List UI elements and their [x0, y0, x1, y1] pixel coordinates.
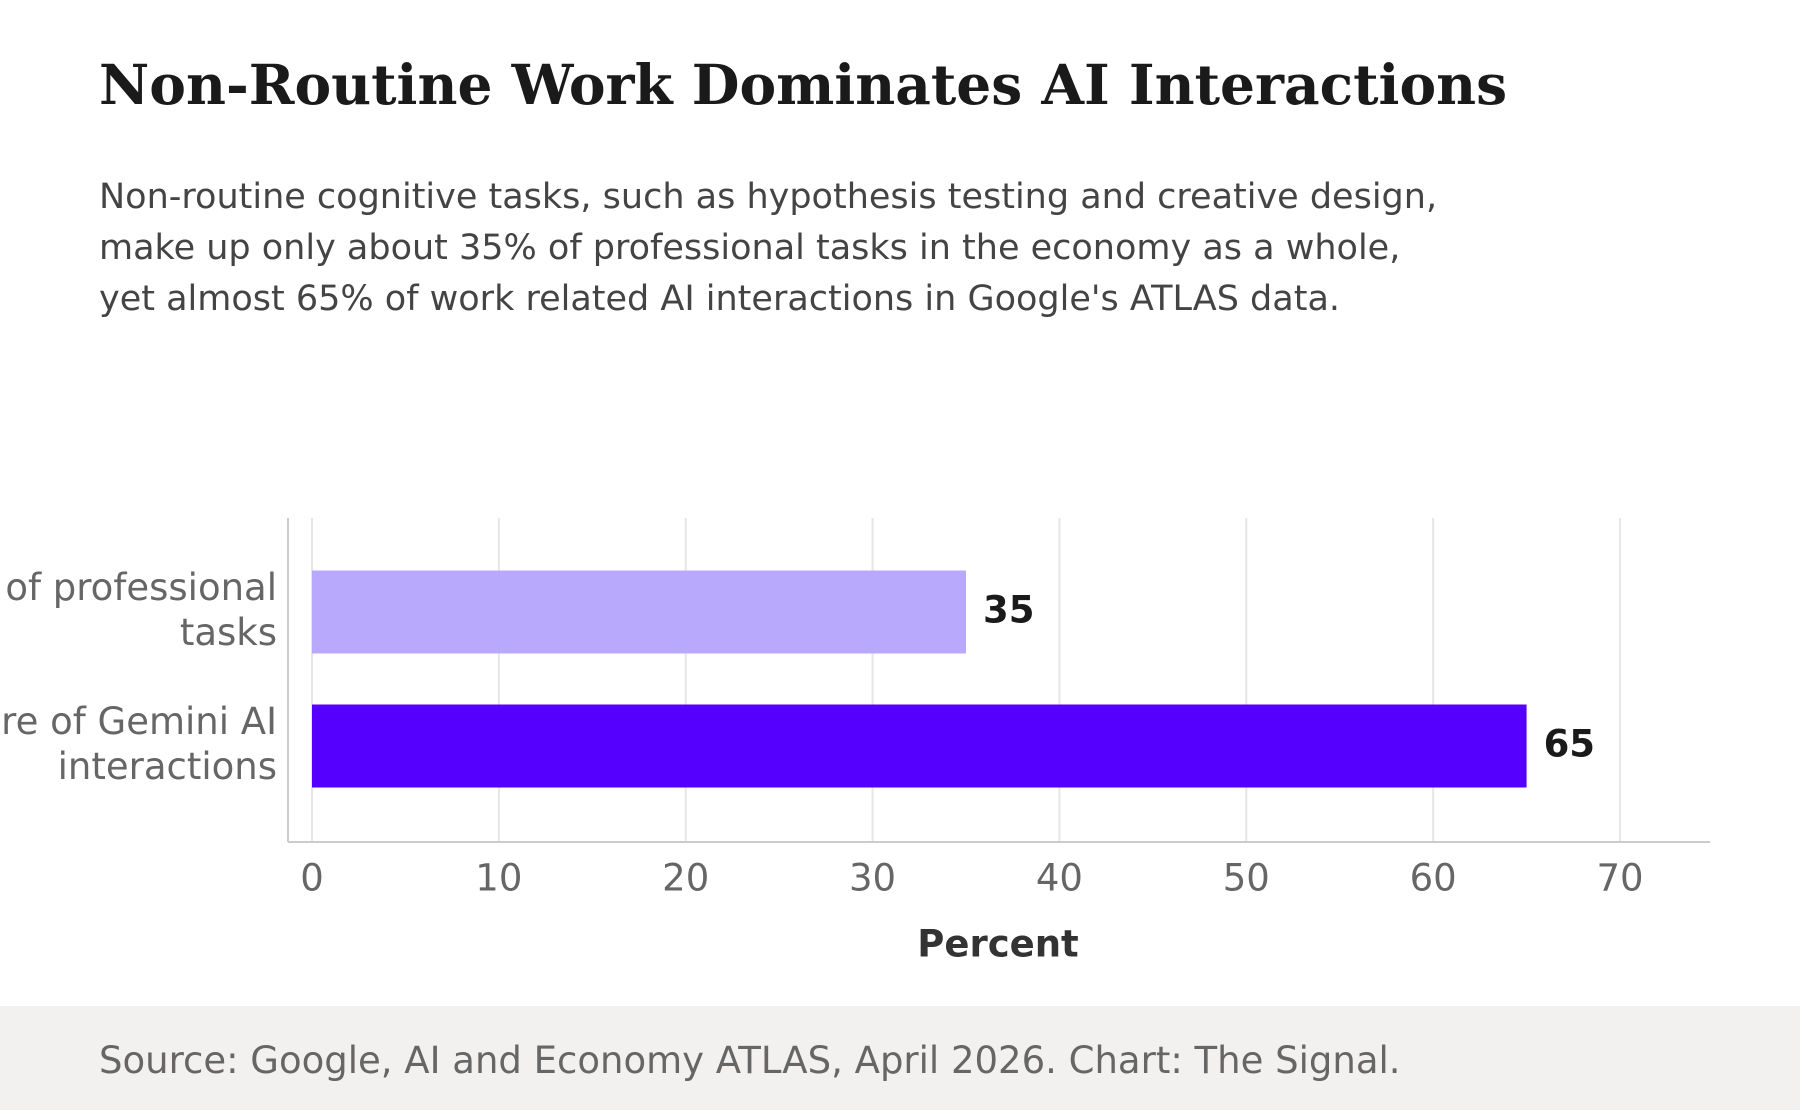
x-tick-label: 0	[300, 857, 324, 900]
bar-chart: 0 10 20 30 40 50 60 70 35 of professional tasks 65 r…	[1, 518, 1710, 966]
x-tick-label: 50	[1223, 857, 1270, 900]
bar	[312, 570, 966, 654]
x-tick-label: 30	[849, 857, 896, 900]
footer: Source: Google, AI and Economy ATLAS, Ap…	[0, 1006, 1800, 1110]
x-axis-title: Percent	[917, 923, 1079, 966]
x-tick-label: 40	[1036, 857, 1083, 900]
y-tick-label-line: re of Gemini AI	[1, 700, 277, 743]
source-note: Source: Google, AI and Economy ATLAS, Ap…	[99, 1039, 1401, 1082]
gridlines	[311, 518, 1621, 842]
x-tick-label: 10	[475, 857, 522, 900]
y-tick-label: re of Gemini AI interactions	[1, 700, 277, 788]
bar	[312, 704, 1527, 788]
bars	[312, 570, 1527, 788]
data-label: 65	[1544, 723, 1596, 766]
y-tick-label-line: interactions	[58, 745, 277, 788]
chart-title: Non-Routine Work Dominates AI Interactio…	[99, 52, 1508, 117]
y-tick-label: of professional tasks	[5, 566, 277, 654]
y-tick-label-line: tasks	[180, 611, 277, 654]
chart-subtitle: Non-routine cognitive tasks, such as hyp…	[99, 177, 1438, 319]
x-tick-label: 20	[662, 857, 709, 900]
x-tick-label: 60	[1410, 857, 1457, 900]
x-tick-label: 70	[1596, 857, 1643, 900]
labels: 0 10 20 30 40 50 60 70 35 of professional tasks 65 r…	[1, 566, 1643, 966]
y-tick-label-line: of professional	[5, 566, 277, 609]
axes	[287, 518, 1710, 843]
data-label: 35	[983, 589, 1035, 632]
